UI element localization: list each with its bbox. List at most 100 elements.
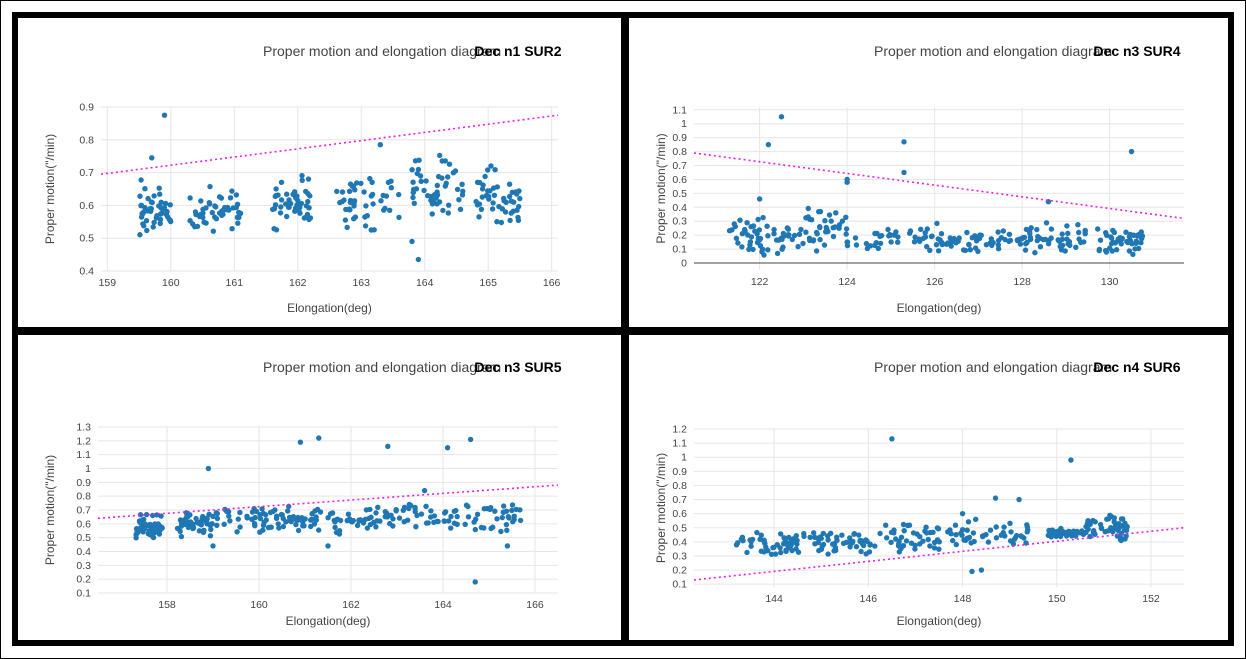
data-point [757,243,764,249]
data-point [510,519,516,525]
data-point [817,224,823,230]
data-point [300,523,306,529]
data-point [503,521,510,528]
data-point [451,520,458,526]
data-point [1046,527,1052,534]
data-point [1065,230,1071,237]
x-axis-label: Elongation(deg) [897,614,982,628]
data-point [967,247,973,253]
data-point-outlier [297,439,304,445]
data-point [748,234,755,240]
data-point [795,549,802,555]
data-point [822,218,828,224]
data-point [900,521,907,528]
data-point [785,232,791,238]
data-point [927,543,933,549]
data-point [798,226,804,233]
data-point [442,510,448,516]
data-point [210,228,216,234]
data-point [1073,244,1079,250]
data-point [1118,530,1125,536]
y-tick-label: 0.3 [76,560,91,572]
x-tick-label: 158 [158,599,176,611]
data-point [1000,529,1006,536]
data-point [1123,533,1129,539]
y-tick-label: 0.8 [79,134,94,146]
data-point [177,528,183,534]
data-point [412,158,419,164]
data-point [985,539,992,545]
data-point [872,543,878,549]
data-point [972,245,979,251]
data-point [485,188,491,194]
data-point [953,532,959,538]
data-point [457,206,464,212]
data-point [363,507,370,513]
data-point-outlier [377,142,383,148]
data-point [791,232,798,239]
data-point [993,524,999,530]
chart-tag: Dec n3 SUR5 [474,359,561,375]
data-point [765,233,771,239]
data-point [917,238,923,245]
data-point [270,508,276,515]
data-point [748,543,754,549]
data-point [260,522,267,528]
data-point-outlier [978,567,985,573]
data-point [158,513,164,519]
data-point [473,198,479,205]
data-point [1097,237,1104,243]
y-tick-label: 0.7 [672,494,687,506]
data-point [756,227,763,233]
y-tick-label: 0.6 [76,518,91,530]
data-point [207,533,214,539]
data-point [774,542,780,548]
data-point [938,239,944,245]
data-point [1107,245,1113,251]
data-point [498,528,504,535]
data-point [485,167,491,173]
x-tick-label: 148 [954,593,972,605]
x-tick-label: 152 [1142,593,1160,605]
data-point [930,529,936,535]
data-point [454,186,461,193]
data-point [1046,237,1052,243]
data-point [1006,238,1012,244]
y-tick-label: 0.6 [79,200,94,212]
data-point [477,179,483,186]
data-point [278,197,285,203]
data-point [965,519,972,525]
y-tick-label: 0.4 [79,266,94,278]
y-axis-label: Proper motion("/min) [43,134,57,244]
data-point [435,518,441,525]
data-point [949,238,955,245]
data-point [490,200,496,206]
data-point [423,178,429,184]
data-point [499,514,505,521]
data-point [284,213,290,220]
data-point [925,536,931,543]
data-point [346,188,353,194]
chart-panel-sur5: Proper motion and elongation diagram Dec … [18,335,621,640]
data-point [490,185,497,191]
data-point [956,235,962,241]
data-point [813,248,820,254]
data-point [785,226,791,232]
data-point [434,201,440,207]
data-point [378,198,384,204]
x-tick-label: 165 [479,277,497,289]
data-point-outlier [901,169,907,176]
data-point [375,504,381,510]
data-point [966,242,972,248]
data-point [873,240,879,246]
data-point [253,508,260,515]
data-point-outlier [316,435,322,441]
data-point [206,511,212,517]
x-tick-label: 161 [226,277,244,289]
data-point [789,547,795,554]
data-point [352,214,359,220]
data-point [1076,229,1082,236]
data-point [478,524,485,531]
data-point [883,522,889,528]
data-point [373,510,379,516]
